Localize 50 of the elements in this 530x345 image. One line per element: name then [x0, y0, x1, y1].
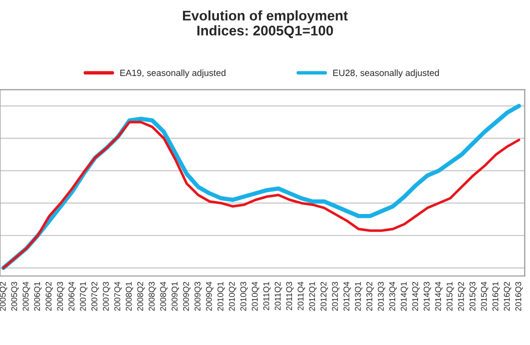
- x-tick-label: 2008Q3: [148, 282, 156, 311]
- x-tick-label: 2016Q1: [492, 282, 500, 311]
- x-tick-label: 2015Q2: [458, 282, 466, 311]
- x-tick-label: 2011Q3: [286, 282, 294, 310]
- x-tick-label: 2009Q1: [172, 282, 180, 311]
- x-tick-label: 2012Q2: [320, 282, 328, 311]
- x-tick-label: 2006Q3: [57, 282, 64, 311]
- chart-title: Evolution of employment: [182, 10, 348, 24]
- x-tick-label: 2012Q3: [332, 282, 340, 311]
- x-tick-label: 2012Q4: [343, 282, 351, 311]
- x-tick-label: 2011Q1: [263, 282, 271, 310]
- x-tick-label: 2008Q4: [160, 282, 168, 311]
- x-tick-label: 2010Q4: [252, 282, 260, 311]
- x-tick-label: 2013Q3: [378, 282, 386, 311]
- x-tick-label: 2008Q2: [137, 282, 145, 311]
- x-tick-label: 2015Q4: [480, 282, 488, 311]
- x-tick-label: 2014Q2: [412, 282, 420, 311]
- x-tick-label: 2005Q3: [11, 282, 19, 311]
- x-tick-label: 2009Q2: [183, 282, 190, 311]
- legend-label: EA19, seasonally adjusted: [120, 69, 226, 78]
- x-tick-label: 2014Q3: [424, 282, 432, 311]
- x-tick-label: 2007Q2: [91, 282, 99, 311]
- x-tick-label: 2005Q4: [22, 282, 30, 311]
- x-tick-label: 2013Q2: [366, 282, 374, 311]
- x-tick-label: 2011Q2: [274, 282, 282, 310]
- x-tick-label: 2006Q2: [46, 282, 53, 311]
- legend-label: EU28, seasonally adjusted: [333, 69, 439, 78]
- x-tick-label: 2010Q1: [217, 282, 225, 311]
- x-tick-label: 2007Q3: [102, 282, 110, 311]
- x-tick-label: 2014Q1: [400, 282, 408, 311]
- x-tick-label: 2010Q3: [240, 282, 248, 311]
- x-tick-label: 2006Q4: [68, 282, 76, 311]
- x-tick-label: 2008Q1: [126, 282, 134, 311]
- x-tick-label: 2009Q3: [194, 282, 202, 311]
- x-tick-label: 2012Q1: [309, 282, 316, 311]
- x-tick-label: 2007Q1: [80, 282, 88, 311]
- x-tick-label: 2014Q4: [435, 282, 443, 311]
- x-tick-label: 2010Q2: [228, 282, 236, 311]
- x-tick-label: 2009Q4: [206, 282, 214, 311]
- x-tick-label: 2013Q1: [354, 282, 362, 311]
- x-tick-label: 2011Q4: [298, 282, 306, 310]
- chart-subtitle: Indices: 2005Q1=100: [197, 25, 333, 38]
- x-tick-label: 2006Q1: [34, 282, 42, 311]
- x-tick-label: 2016Q3: [515, 282, 523, 311]
- x-tick-label: 2013Q4: [389, 282, 397, 311]
- x-tick-label: 2007Q4: [114, 282, 122, 311]
- x-tick-label: 2005Q2: [0, 282, 8, 311]
- x-tick-label: 2015Q3: [469, 282, 477, 311]
- x-tick-label: 2015Q1: [446, 282, 454, 311]
- x-tick-label: 2016Q2: [504, 282, 512, 311]
